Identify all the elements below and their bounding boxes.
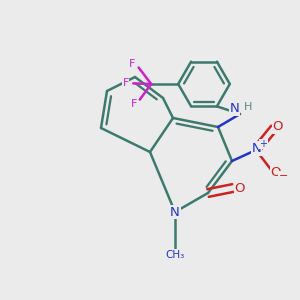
Text: N: N — [252, 142, 262, 155]
Text: N: N — [230, 102, 239, 115]
Text: H: H — [244, 101, 253, 112]
Text: N: N — [170, 206, 180, 218]
Text: +: + — [260, 139, 268, 149]
Text: O: O — [270, 166, 281, 179]
Text: F: F — [122, 78, 129, 88]
Text: F: F — [130, 98, 137, 109]
Text: F: F — [129, 58, 135, 69]
Text: CH₃: CH₃ — [165, 250, 184, 260]
Text: O: O — [234, 182, 245, 194]
Text: −: − — [279, 171, 288, 182]
Text: O: O — [272, 120, 283, 133]
